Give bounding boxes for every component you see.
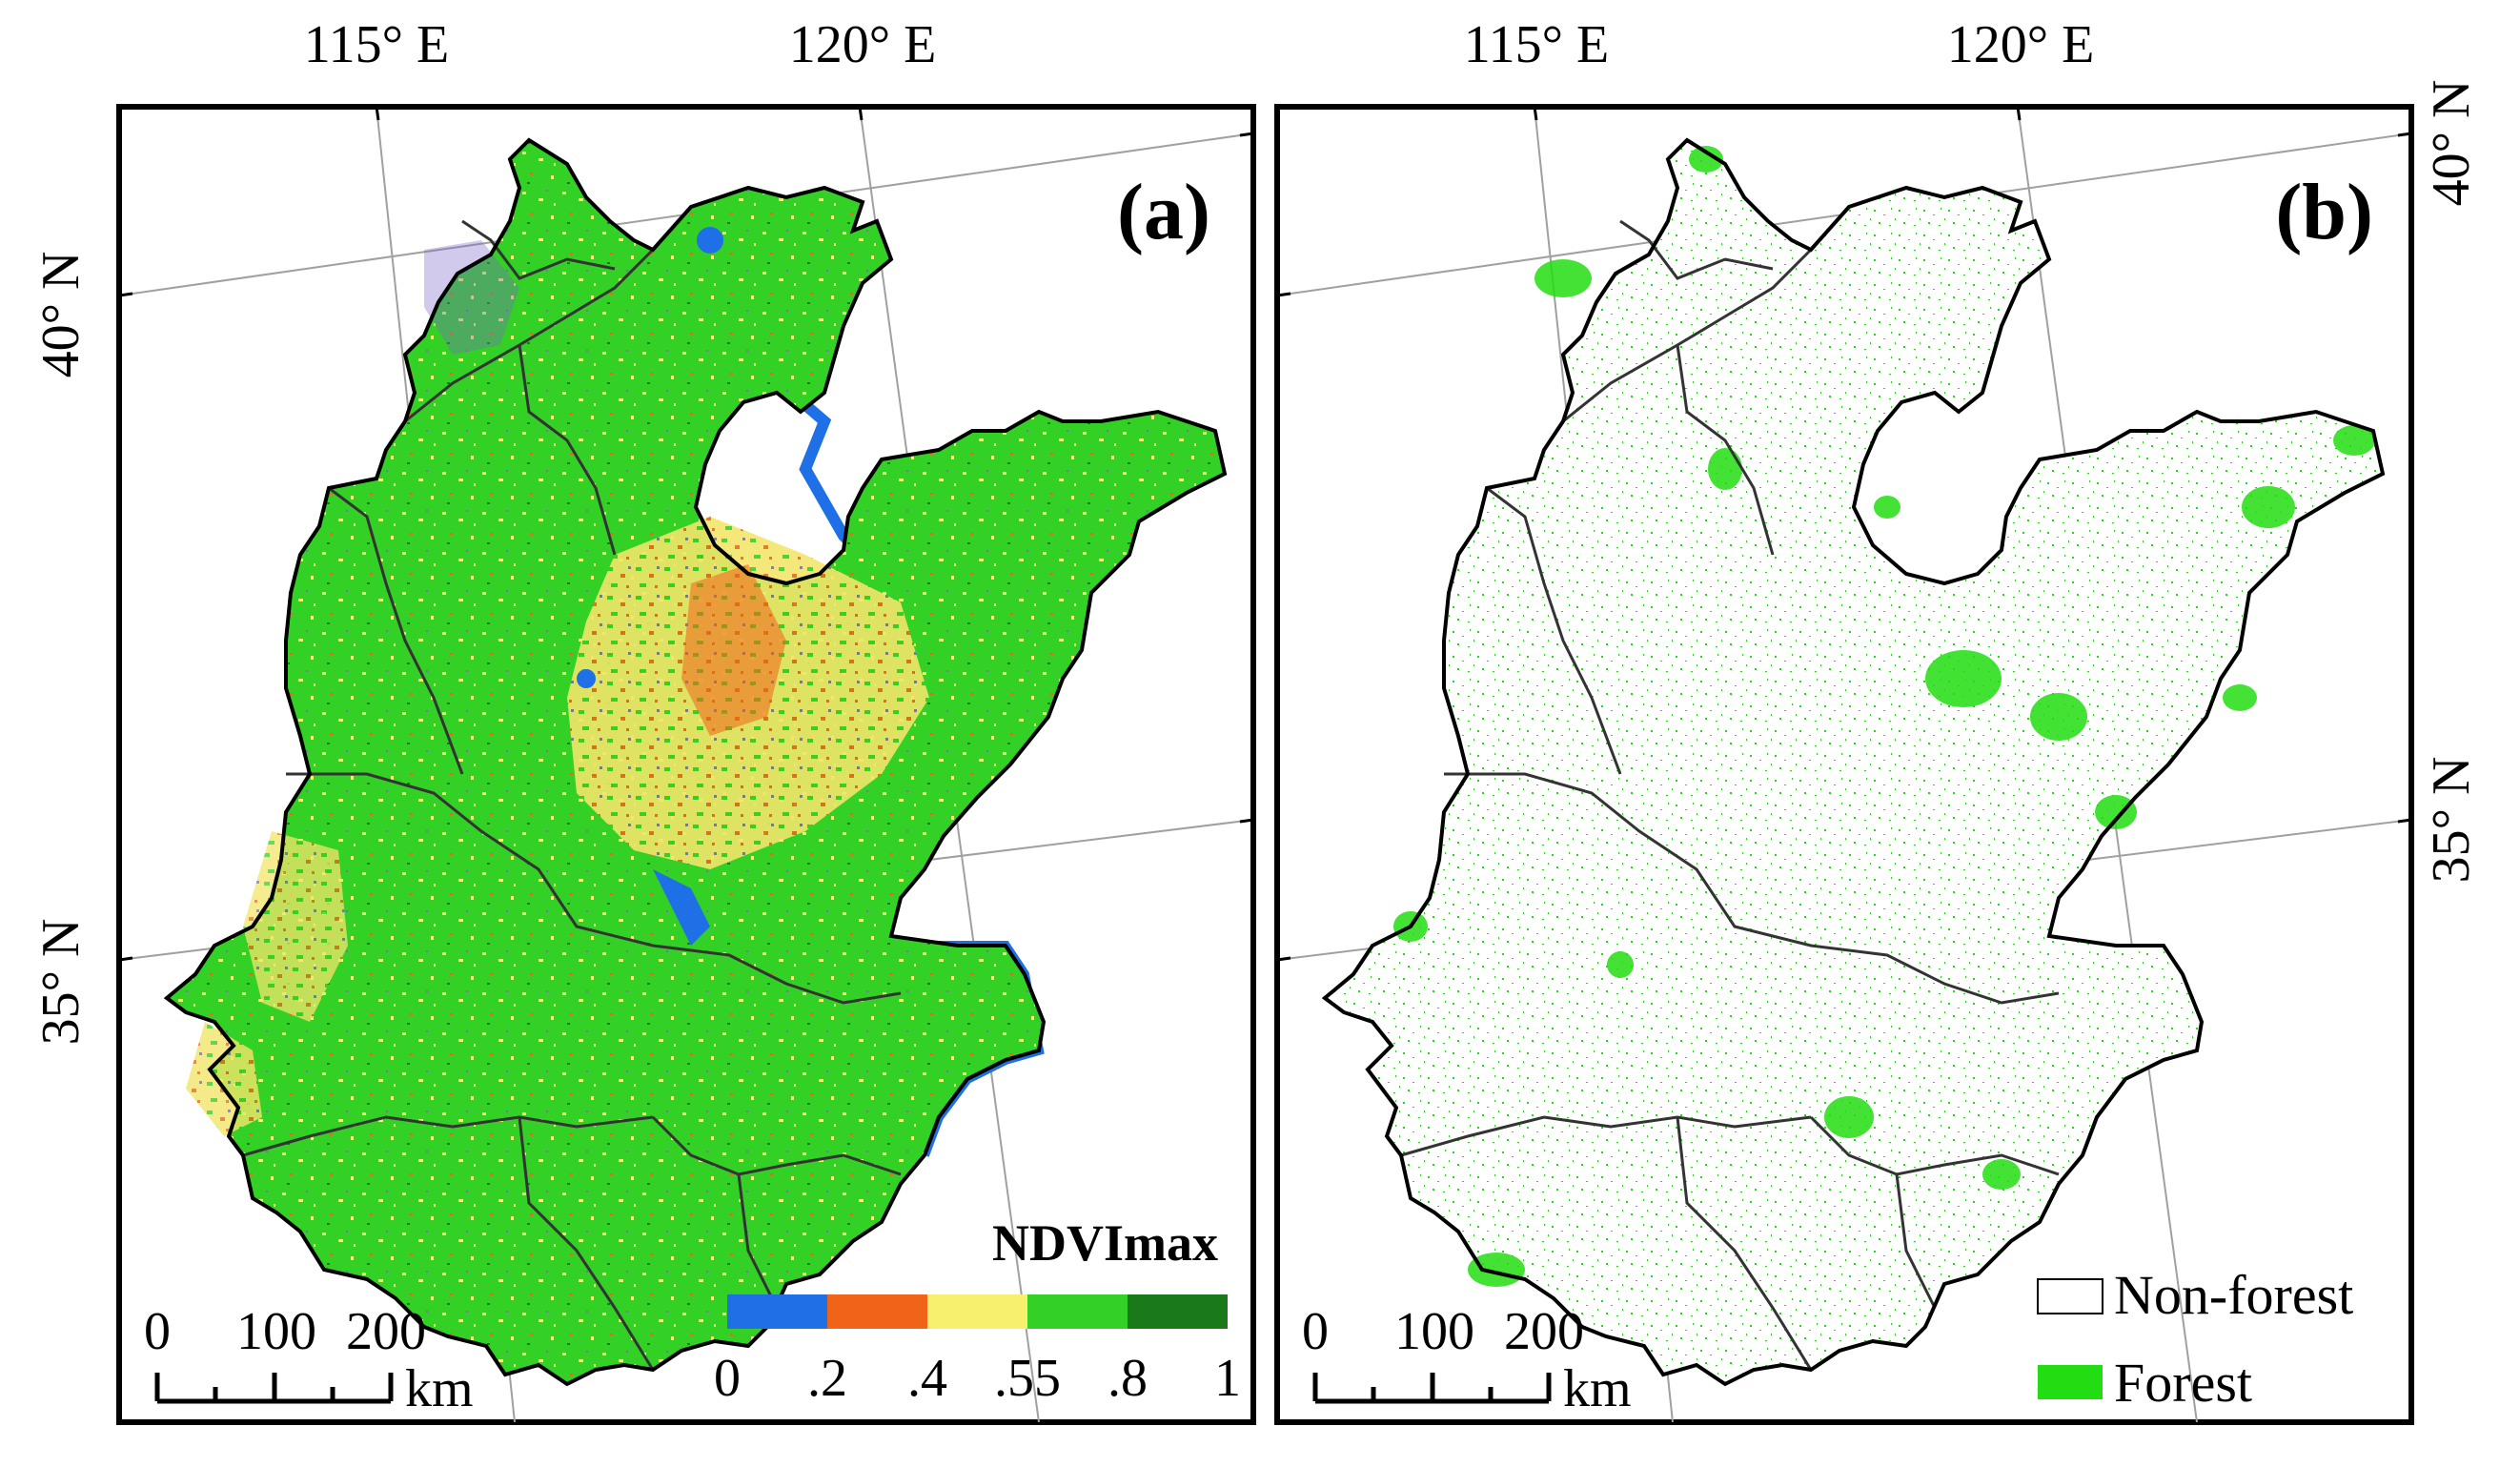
legend-tick-label: .55 [994,1349,1061,1408]
panel-b-frame-ticks [1276,106,2412,962]
panel-a-map [119,107,1253,1422]
legend-label-forest: Forest [2114,1352,2252,1414]
panel-b-lon-label-115: 115° E [1464,15,1610,74]
panel-a-west-yellow-zone [243,831,348,1022]
scale-unit: km [405,1359,474,1418]
legend-tick-labels: 0 .2 .4 .55 .8 1 [714,1349,1241,1408]
panel-a-orange-zone [681,564,786,736]
panel-a-lon-label-115: 115° E [304,15,450,74]
panel-a-label: (a) [1117,168,1210,256]
legend-label-nonforest: Non-forest [2114,1264,2353,1326]
scale-tick-100: 100 [236,1302,316,1361]
panel-a: (a) 115° E 120° E 40° N 35° N 0 100 200 … [31,15,1256,1425]
legend-swatch-4 [1128,1294,1228,1329]
legend-swatch-2 [927,1294,1027,1329]
panel-a-legend: NDVImax 0 .2 .4 .55 .8 1 [714,1214,1241,1408]
panel-a-province-boundaries [242,219,902,1371]
panel-a-lon-label-120: 120° E [789,15,937,74]
legend-swatch-0 [727,1294,827,1329]
legend-tick-label: .8 [1108,1349,1148,1408]
scale-tick-100: 100 [1394,1302,1474,1361]
panel-a-sw-yellow-zone [186,1022,262,1136]
scale-tick-200: 200 [1504,1302,1584,1361]
legend-swatch-3 [1027,1294,1128,1329]
legend-swatch-nonforest [2037,1278,2103,1314]
panel-b-legend: Non-forest Forest [2037,1264,2353,1414]
legend-tick-label: .2 [807,1349,847,1408]
panel-a-lake [653,869,710,946]
panel-a-lat-label-40: 40° N [31,252,91,378]
panel-a-beijing-urban [424,240,519,355]
panel-a-water-body [697,227,723,254]
panel-b-scale-bar: 0 100 200 km [1302,1302,1632,1418]
legend-title: NDVImax [992,1214,1218,1272]
panel-b-forest-patches [1393,146,2375,1287]
legend-tick-label: .4 [907,1349,947,1408]
panel-b-lon-label-120: 120° E [1947,15,2095,74]
legend-swatch-forest [2038,1365,2103,1399]
panel-b-lat-label-40: 40° N [2422,80,2481,207]
legend-color-ramp [727,1294,1228,1329]
panel-a-lat-label-35: 35° N [31,919,91,1046]
panel-b-lat-label-35: 35° N [2422,757,2481,884]
panel-b-label: (b) [2275,168,2373,256]
legend-tick-label: 1 [1214,1349,1241,1408]
legend-swatch-1 [827,1294,927,1329]
panel-a-frame-ticks [118,106,1254,962]
panel-b-map [1277,107,2411,1422]
legend-tick-label: 0 [714,1349,741,1408]
scale-unit: km [1563,1359,1632,1418]
panel-a-scale-bar: 0 100 200 km [144,1302,474,1418]
scale-tick-0: 0 [144,1302,171,1361]
panel-b-province-boundaries [1400,219,2060,1371]
panel-a-water-body [577,669,596,688]
panel-b: (b) 115° E 120° E 40° N 35° N 0 100 200 … [1274,15,2481,1425]
scale-tick-0: 0 [1302,1302,1329,1361]
scale-tick-200: 200 [346,1302,426,1361]
